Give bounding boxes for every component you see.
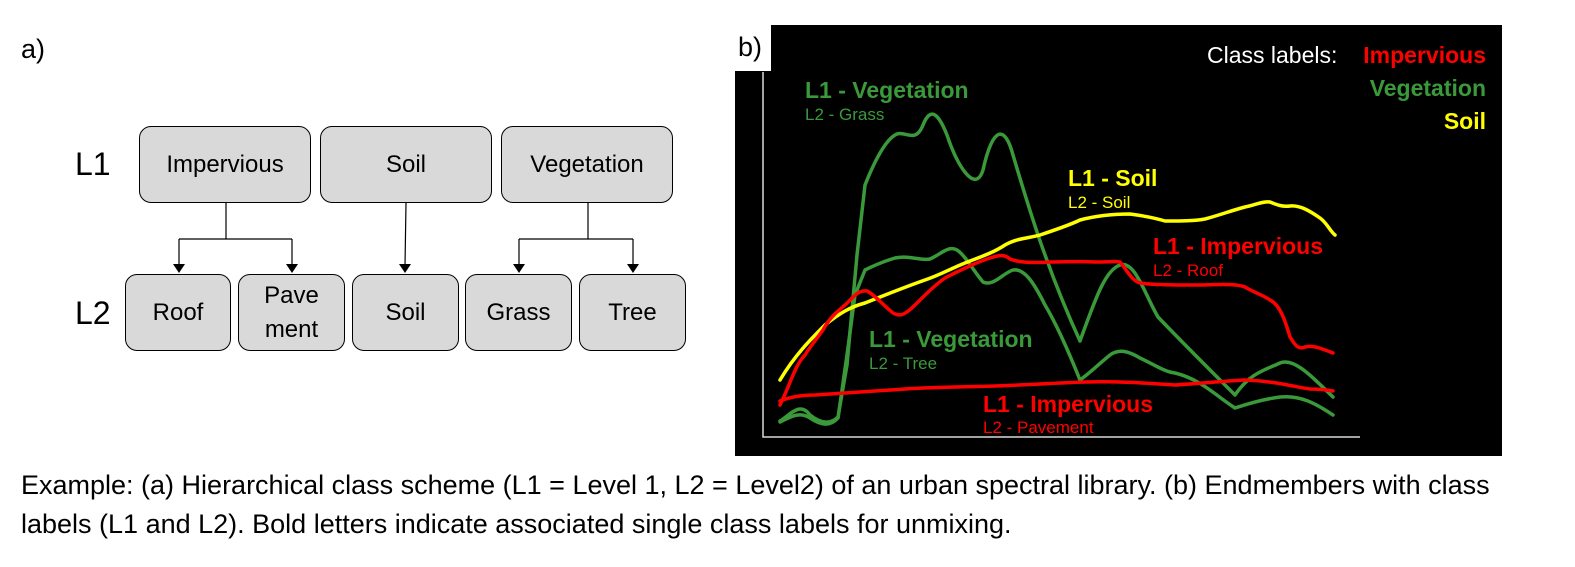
- spectrum-soil: [778, 200, 1337, 382]
- annotation-pavement-l1: L1 - Impervious: [983, 391, 1153, 417]
- l2-node-grass: Grass: [465, 274, 572, 351]
- annotation-soil-l1: L1 - Soil: [1068, 165, 1158, 191]
- legend-impervious: Impervious: [1363, 42, 1486, 68]
- l2-node-roof: Roof: [125, 274, 231, 351]
- spectrum-vegetation-tree: [778, 246, 1335, 426]
- l2-node-soil: Soil: [352, 274, 459, 351]
- l1-node-vegetation: Vegetation: [501, 126, 673, 203]
- annotation-tree-l2: L2 - Tree: [869, 354, 938, 373]
- l2-node-pavement: Pave ment: [238, 274, 345, 351]
- level-2-label: L2: [75, 295, 111, 331]
- panel-b-label: b): [735, 25, 771, 71]
- spectra-plot: [762, 72, 1360, 438]
- spectrum-impervious-pavement: [778, 378, 1335, 403]
- spectrum-vegetation-grass: [778, 112, 1335, 424]
- endmember-spectra-panel: Class labels: Impervious Vegetation Soil…: [735, 25, 1502, 456]
- annotation-grass-l2: L2 - Grass: [805, 105, 885, 124]
- hierarchy-connectors: [173, 202, 639, 273]
- level-1-label: L1: [75, 146, 111, 182]
- spectrum-impervious-roof: [778, 253, 1335, 407]
- plot-axes: [762, 72, 1360, 438]
- annotation-soil-l2: L2 - Soil: [1068, 193, 1131, 212]
- legend-title: Class labels:: [1207, 42, 1338, 68]
- l2-node-tree: Tree: [579, 274, 686, 351]
- figure-caption: Example: (a) Hierarchical class scheme (…: [21, 470, 1490, 539]
- annotation-roof-l1: L1 - Impervious: [1153, 233, 1323, 259]
- annotation-grass-l1: L1 - Vegetation: [805, 77, 969, 103]
- panel-a-label: a): [21, 34, 46, 64]
- annotation-roof-l2: L2 - Roof: [1153, 261, 1223, 280]
- annotation-pavement-l2: L2 - Pavement: [983, 418, 1094, 437]
- l1-node-impervious: Impervious: [139, 126, 311, 203]
- legend-vegetation: Vegetation: [1369, 75, 1486, 101]
- annotation-tree-l1: L1 - Vegetation: [869, 326, 1033, 352]
- legend-soil: Soil: [1443, 108, 1486, 134]
- l1-node-soil: Soil: [320, 126, 492, 203]
